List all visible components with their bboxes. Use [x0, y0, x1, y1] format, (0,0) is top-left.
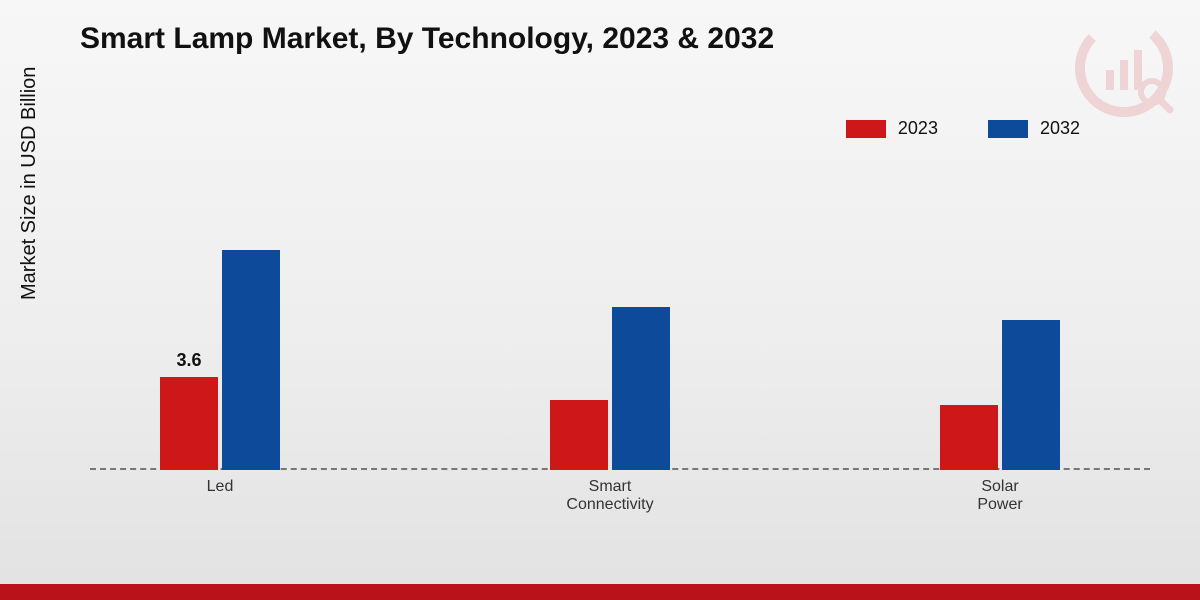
bar-led-2032 — [222, 250, 280, 470]
legend: 2023 2032 — [846, 118, 1080, 139]
bar-smart-2032 — [612, 307, 670, 470]
legend-label-2023: 2023 — [898, 118, 938, 139]
legend-label-2032: 2032 — [1040, 118, 1080, 139]
legend-swatch-2032 — [988, 120, 1028, 138]
y-axis-label: Market Size in USD Billion — [18, 67, 41, 300]
legend-item-2032: 2032 — [988, 118, 1080, 139]
bar-group-solar: Solar Power — [880, 160, 1120, 470]
value-label-led-2023: 3.6 — [176, 350, 201, 371]
brand-logo — [1074, 18, 1174, 118]
chart-title: Smart Lamp Market, By Technology, 2023 &… — [80, 22, 774, 56]
legend-swatch-2023 — [846, 120, 886, 138]
bar-group-smart: Smart Connectivity — [490, 160, 730, 470]
x-label-led: Led — [100, 478, 340, 496]
accent-bar — [0, 584, 1200, 600]
chart-page: Smart Lamp Market, By Technology, 2023 &… — [0, 0, 1200, 600]
x-label-solar: Solar Power — [880, 478, 1120, 515]
plot-area: 3.6 Led Smart Connectivity Sola — [90, 160, 1150, 470]
bar-group-led: 3.6 Led — [100, 160, 340, 470]
x-label-smart: Smart Connectivity — [490, 478, 730, 515]
bar-smart-2023 — [550, 400, 608, 470]
bar-solar-2023 — [940, 405, 998, 470]
bar-solar-2032 — [1002, 320, 1060, 470]
legend-item-2023: 2023 — [846, 118, 938, 139]
bar-led-2023 — [160, 377, 218, 470]
